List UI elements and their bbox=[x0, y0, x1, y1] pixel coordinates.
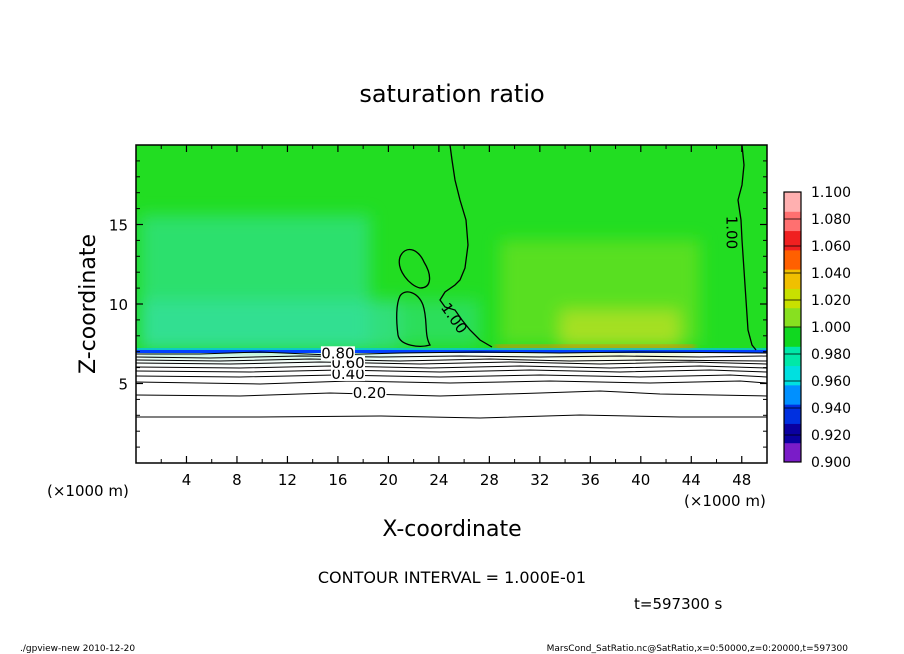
time-text: t=597300 s bbox=[634, 595, 722, 613]
y-tick-label: 5 bbox=[118, 376, 128, 394]
y-tick-label: 15 bbox=[109, 217, 128, 235]
field-cyan-interface bbox=[136, 348, 767, 350]
colorbar-label: 1.100 bbox=[811, 185, 851, 201]
y-axis-label: Z-coordinate bbox=[76, 234, 101, 374]
x-unit-left: (×1000 m) bbox=[47, 482, 129, 500]
contour-label-bg bbox=[320, 346, 355, 361]
field-subsat-left-low bbox=[140, 300, 400, 350]
field-orange-band bbox=[495, 345, 695, 349]
colorbar-label: 0.980 bbox=[811, 347, 851, 363]
colorbar-segment bbox=[784, 327, 801, 347]
x-tick-label: 8 bbox=[232, 471, 242, 489]
x-tick-label: 32 bbox=[530, 471, 549, 489]
chart-title: saturation ratio bbox=[359, 80, 544, 108]
x-tick-label: 12 bbox=[278, 471, 297, 489]
contour-label-bg bbox=[352, 386, 387, 401]
field-subsat-mid bbox=[400, 300, 480, 345]
x-tick-label: 24 bbox=[429, 471, 448, 489]
colorbar-segment bbox=[784, 192, 801, 212]
x-axis-label: X-coordinate bbox=[382, 517, 521, 542]
colorbar-segment bbox=[784, 404, 801, 424]
colorbar-segment bbox=[784, 230, 801, 251]
colorbar-segment bbox=[784, 288, 801, 309]
colorbar-segment bbox=[784, 211, 801, 232]
colorbar-label: 1.020 bbox=[811, 293, 851, 309]
colorbar-label: 0.940 bbox=[811, 401, 851, 417]
contour-1-00-central bbox=[396, 145, 757, 351]
footer-left: ./gpview-new 2010-12-20 bbox=[20, 644, 135, 654]
y-axis: 5 10 15 bbox=[109, 160, 767, 448]
x-tick-label: 48 bbox=[732, 471, 751, 489]
colorbar-label: 1.080 bbox=[811, 212, 851, 228]
x-tick-label: 44 bbox=[682, 471, 701, 489]
contours-lower bbox=[136, 351, 767, 419]
colorbar-segment bbox=[784, 384, 801, 405]
contour-label: 0.20 bbox=[353, 384, 386, 402]
colorbar-segment bbox=[784, 365, 801, 386]
x-tick-label: 40 bbox=[631, 471, 650, 489]
x-tick-label: 4 bbox=[182, 471, 192, 489]
colorbar-label: 1.040 bbox=[811, 266, 851, 282]
contour-interval-text: CONTOUR INTERVAL = 1.000E-01 bbox=[318, 568, 586, 587]
footer-right: MarsCond_SatRatio.nc@SatRatio,x=0:50000,… bbox=[547, 644, 849, 654]
colorbar-segment bbox=[784, 269, 801, 289]
colorbar-segment bbox=[784, 423, 801, 444]
colorbar-label: 0.900 bbox=[811, 455, 851, 471]
colorbar-segment bbox=[784, 346, 801, 367]
x-tick-label: 16 bbox=[328, 471, 347, 489]
colorbar-label: 1.060 bbox=[811, 239, 851, 255]
x-tick-label: 36 bbox=[581, 471, 600, 489]
plot-area bbox=[136, 145, 767, 463]
colorbar-label: 0.960 bbox=[811, 374, 851, 390]
contour-labels: 0.200.400.600.801.001.00 bbox=[320, 216, 741, 402]
contour-label: 0.80 bbox=[321, 344, 354, 362]
x-tick-label: 28 bbox=[480, 471, 499, 489]
colorbar: 0.900 0.920 0.940 0.960 0.980 1.000 1.020 1.040… bbox=[783, 185, 851, 471]
x-unit-right: (×1000 m) bbox=[684, 492, 766, 510]
colorbar-label: 0.920 bbox=[811, 428, 851, 444]
x-tick-label: 20 bbox=[379, 471, 398, 489]
contour-label-bg bbox=[331, 366, 366, 381]
colorbar-label: 1.000 bbox=[811, 320, 851, 336]
x-axis: 4 8 12 16 20 24 28 32 36 40 44 48 bbox=[160, 145, 751, 489]
colorbar-segment bbox=[784, 307, 801, 328]
field-blue-interface bbox=[136, 350, 767, 353]
y-tick-label: 10 bbox=[109, 296, 128, 314]
contour-label: 1.00 bbox=[723, 216, 741, 249]
field-supersat-right-low bbox=[560, 310, 680, 348]
colorbar-segment bbox=[784, 249, 801, 270]
colorbar-segment bbox=[784, 442, 801, 463]
